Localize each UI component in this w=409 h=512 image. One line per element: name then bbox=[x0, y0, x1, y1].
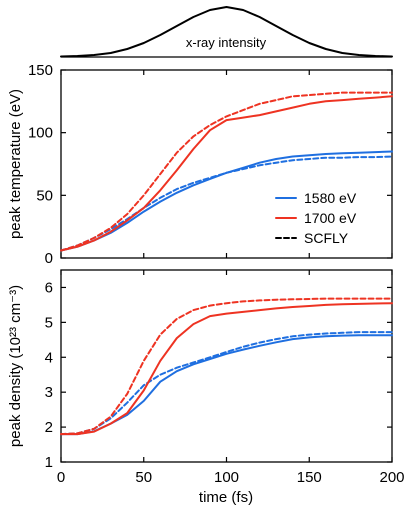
temperature-ytick-label: 150 bbox=[28, 62, 53, 79]
temperature-ticks: 0 50 100 150 bbox=[28, 62, 393, 267]
density-ticks: 1 2 3 4 5 6 0 50 100 150 200 bbox=[45, 270, 405, 486]
density-ytick-label: 4 bbox=[45, 349, 53, 366]
density-ytick-label: 3 bbox=[45, 384, 53, 401]
density-series-1700-ev bbox=[60, 302, 393, 436]
legend-label-1: 1580 eV bbox=[304, 190, 357, 206]
density-xtick-label: 100 bbox=[214, 469, 239, 486]
density-xtick-label: 50 bbox=[135, 469, 152, 486]
temperature-series-1700-ev bbox=[60, 95, 393, 252]
density-series-1700-ev-scfly bbox=[60, 297, 393, 436]
legend-label-2: 1700 eV bbox=[304, 210, 357, 226]
temperature-ytick-label: 0 bbox=[45, 250, 53, 267]
pulse-series-pulse bbox=[60, 6, 393, 58]
density-xtick-label: 200 bbox=[379, 469, 404, 486]
density-xtick-label: 0 bbox=[57, 469, 65, 486]
legend: 1580 eV 1700 eV SCFLY bbox=[275, 190, 357, 246]
temperature-y-axis-title: peak temperature (eV) bbox=[7, 89, 24, 239]
pulse-curves bbox=[60, 6, 393, 58]
density-ytick-label: 5 bbox=[45, 314, 53, 331]
temperature-ytick-label: 100 bbox=[28, 125, 53, 142]
temperature-series-1700-ev-scfly bbox=[60, 91, 393, 252]
density-ytick-label: 6 bbox=[45, 279, 53, 296]
x-axis-title: time (fs) bbox=[199, 489, 253, 506]
temperature-ytick-label: 50 bbox=[36, 187, 53, 204]
pulse-panel: x-ray intensity bbox=[60, 6, 393, 58]
pulse-label: x-ray intensity bbox=[186, 35, 267, 50]
density-y-axis-title: peak density (10²³ cm⁻³) bbox=[7, 285, 24, 447]
density-series-1580-ev-scfly bbox=[60, 331, 393, 436]
temperature-series-1580-ev-scfly bbox=[60, 155, 393, 252]
legend-label-3: SCFLY bbox=[304, 230, 349, 246]
density-curves bbox=[60, 297, 393, 436]
density-ytick-label: 1 bbox=[45, 454, 53, 471]
density-xtick-label: 150 bbox=[297, 469, 322, 486]
density-ytick-label: 2 bbox=[45, 419, 53, 436]
density-panel: 1 2 3 4 5 6 0 50 100 150 200 peak density (10²³ cm… bbox=[7, 269, 405, 506]
temperature-curves bbox=[60, 91, 393, 252]
